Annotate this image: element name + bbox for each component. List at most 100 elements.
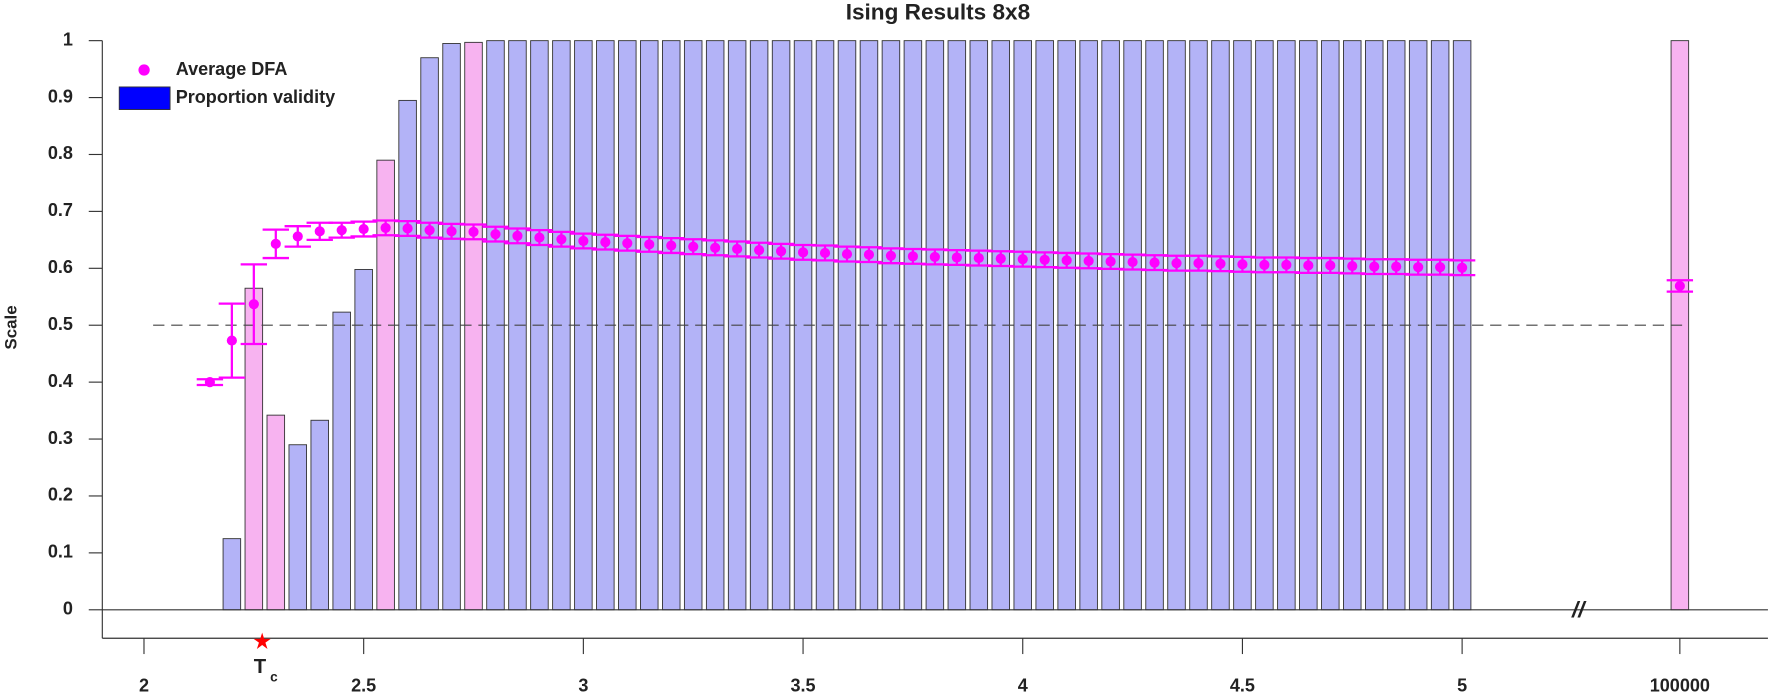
error-point (921, 248, 949, 266)
data-point (1171, 258, 1182, 269)
x-tick-label: 3.5 (791, 676, 816, 696)
data-point (1303, 260, 1314, 271)
data-point (402, 223, 413, 234)
y-tick-label: 0.8 (48, 143, 73, 163)
error-point (680, 238, 707, 256)
data-point (1347, 260, 1358, 272)
data-point (885, 250, 897, 261)
x-tick-label: 2 (139, 676, 149, 696)
data-point (1259, 259, 1270, 270)
data-point (995, 253, 1006, 264)
data-point (556, 234, 567, 245)
y-tick-label: 0.1 (48, 542, 73, 562)
data-point (204, 377, 215, 388)
legend-swatch (138, 64, 150, 76)
y-tick-label: 0.6 (48, 257, 73, 277)
bar (310, 419, 329, 611)
error-point (987, 250, 1014, 268)
data-point (863, 249, 875, 260)
error-point (240, 263, 268, 346)
y-tick-label: 0.9 (48, 86, 73, 106)
x-tick-label: 5 (1457, 676, 1467, 696)
y-tick-label: 0.5 (48, 314, 73, 334)
error-point (767, 242, 795, 260)
data-point (1391, 261, 1402, 272)
x-tick-label: 4 (1018, 676, 1028, 696)
data-point (1215, 258, 1226, 269)
data-point (776, 246, 787, 257)
data-point (336, 225, 347, 236)
data-point (468, 226, 479, 237)
tc-marker (253, 632, 271, 649)
data-point (754, 245, 765, 256)
data-point (600, 237, 611, 248)
data-point (1149, 257, 1160, 268)
error-point (1251, 256, 1278, 274)
data-point (710, 242, 721, 253)
y-tick-label: 0.7 (48, 200, 73, 220)
bar (398, 99, 417, 611)
error-point (1009, 250, 1036, 268)
data-point (270, 238, 281, 249)
data-point (819, 247, 831, 259)
data-point (380, 222, 391, 233)
data-point (1105, 256, 1116, 267)
chart-title: Ising Results 8x8 (846, 0, 1030, 25)
data-point (688, 241, 699, 252)
error-point (548, 230, 575, 248)
error-point (284, 225, 311, 248)
y-tick-label: 0.3 (48, 428, 73, 448)
error-point (526, 229, 553, 247)
error-point (592, 233, 619, 251)
error-point (1666, 279, 1694, 293)
error-point (416, 221, 443, 239)
y-tick-label: 0 (63, 599, 73, 619)
error-point (460, 223, 487, 241)
data-point (841, 248, 853, 260)
tc-label-sub: c (270, 669, 278, 684)
x-tick-label: 4.5 (1230, 676, 1255, 696)
error-point (745, 241, 773, 259)
data-point (732, 243, 743, 255)
x-tick-label: 3 (578, 676, 588, 696)
data-point (1674, 280, 1685, 292)
error-point (701, 239, 729, 257)
error-point (789, 243, 817, 261)
data-point (446, 226, 457, 237)
bar (354, 268, 373, 611)
bar (332, 311, 351, 611)
error-point (372, 219, 399, 237)
data-point (1369, 261, 1380, 272)
data-point (1435, 262, 1446, 273)
data-point (358, 223, 369, 235)
error-point (636, 235, 663, 253)
data-point (314, 226, 325, 237)
bar (420, 57, 439, 611)
error-point (328, 221, 355, 239)
error-point (394, 219, 421, 237)
x-tick-label: 2.5 (351, 676, 376, 696)
data-point (666, 240, 677, 251)
error-point (504, 227, 531, 245)
data-point (578, 235, 589, 247)
error-point (811, 244, 839, 262)
data-point (248, 299, 259, 310)
bar (464, 41, 483, 611)
data-point (490, 229, 501, 240)
data-point (951, 252, 962, 263)
error-point (614, 234, 641, 252)
data-point (1061, 255, 1072, 266)
data-point (797, 247, 809, 258)
tc-label: T (254, 656, 267, 678)
data-point (1413, 262, 1424, 273)
data-point (1039, 254, 1050, 265)
data-point (1325, 260, 1336, 271)
data-point (1457, 262, 1468, 273)
error-point (1075, 252, 1102, 270)
x-tick-label: 100000 (1650, 676, 1710, 696)
data-point (1083, 255, 1094, 266)
error-point (482, 225, 509, 243)
error-point (1361, 258, 1388, 276)
data-point (1127, 256, 1138, 268)
data-point (622, 238, 633, 249)
